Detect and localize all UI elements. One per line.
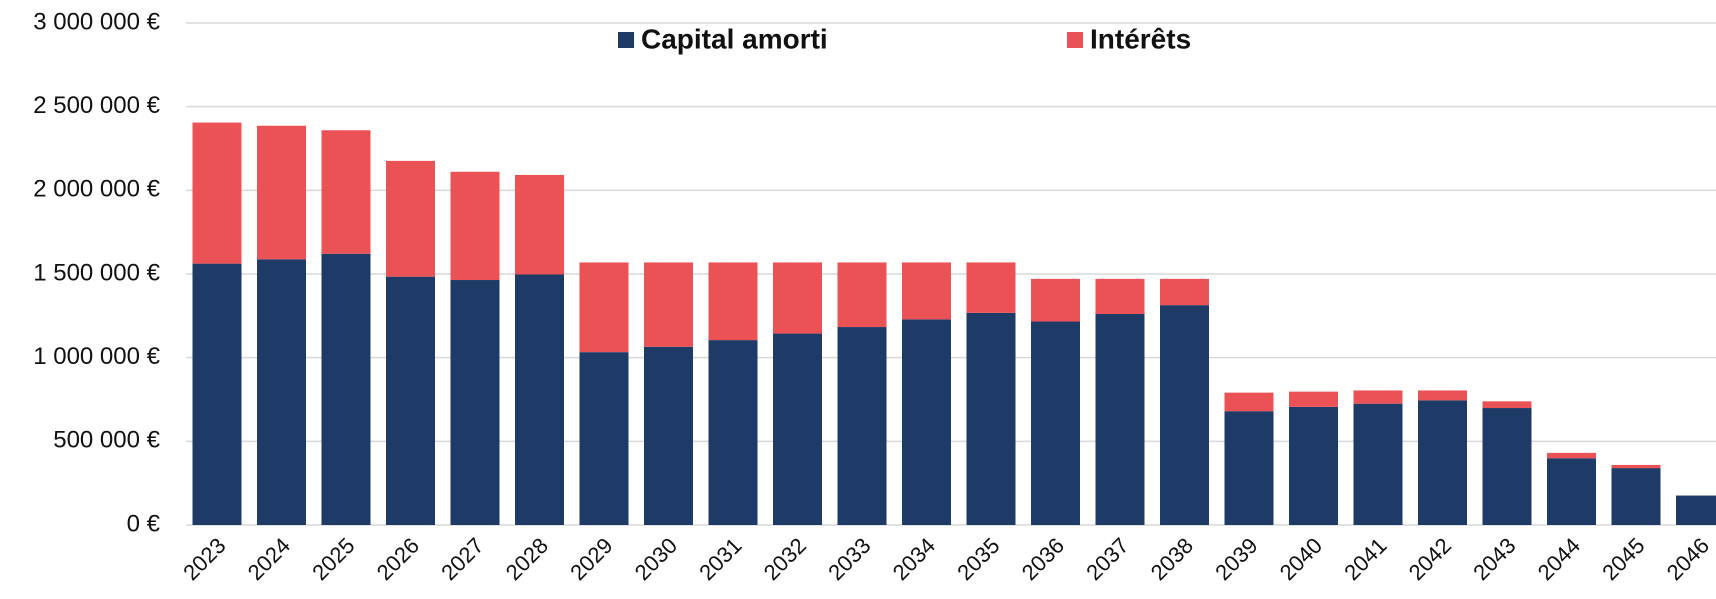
bar-segment [644,262,693,347]
bar-segment [1353,390,1403,404]
y-tick-label: 2 000 000 € [33,176,160,203]
bar-segment [966,312,1016,525]
bar-segment [579,262,629,353]
bar-segment [1418,400,1467,525]
legend-label: Capital amorti [641,23,828,54]
x-tick-label: 2044 [1533,533,1585,585]
x-tick-label: 2036 [1017,533,1069,585]
x-tick-label: 2040 [1275,533,1327,585]
bar-segment [515,274,564,525]
bar-segment [1289,406,1338,525]
x-tick-label: 2031 [694,533,746,585]
bar-segment [966,262,1016,313]
bar-segment [386,160,435,277]
bar-segment [1611,468,1661,525]
bar-segment [1611,464,1661,469]
x-tick-label: 2042 [1404,533,1456,585]
bar-segment [1482,401,1532,409]
bar-segment [1095,278,1145,314]
x-tick-label: 2033 [823,533,875,585]
bar-segment [1224,411,1274,525]
bar-segment [257,259,306,525]
legend-label: Intérêts [1090,23,1191,54]
x-tick-label: 2039 [1210,533,1262,585]
y-tick-label: 1 000 000 € [33,343,160,370]
bar-segment [1160,278,1209,306]
bar-segment [192,263,242,525]
bar-segment [1482,408,1532,525]
bar-segment [1676,495,1716,525]
x-tick-label: 2041 [1339,533,1391,585]
x-tick-label: 2023 [178,533,230,585]
bar-segment [1224,392,1274,412]
x-tick-label: 2028 [501,533,553,585]
bar-segment [1418,390,1467,401]
bar-segment [773,333,822,525]
y-tick-label: 3 000 000 € [33,8,160,35]
bar-segment [579,352,629,525]
bar-segment [644,346,693,525]
bar-segment [1289,391,1338,407]
bar-segment [708,262,758,341]
x-tick-label: 2030 [630,533,682,585]
x-tick-label: 2046 [1662,533,1714,585]
bar-segment [321,253,371,525]
legend-swatch [1067,32,1083,48]
y-tick-label: 1 500 000 € [33,259,160,286]
bar-segment [257,125,306,260]
bar-segment [1095,313,1145,525]
bar-segment [515,174,564,275]
bar-segment [450,280,500,525]
y-tick-label: 500 000 € [53,427,160,454]
bar-segment [386,276,435,525]
bar-segment [192,122,242,264]
bar-segment [708,340,758,525]
bar-segment [773,262,822,334]
bar-segment [1547,458,1596,525]
bar-segment [450,171,500,281]
x-tick-label: 2024 [243,533,295,585]
x-tick-label: 2037 [1081,533,1133,585]
x-tick-label: 2029 [565,533,617,585]
x-tick-label: 2045 [1597,533,1649,585]
y-tick-label: 2 500 000 € [33,92,160,119]
x-tick-label: 2043 [1468,533,1520,585]
bar-segment [837,262,887,328]
x-tick-label: 2035 [952,533,1004,585]
x-tick-label: 2034 [888,533,940,585]
bar-segment [1031,278,1080,322]
legend-swatch [618,32,634,48]
bar-segment [902,319,951,525]
x-tick-label: 2026 [372,533,424,585]
y-tick-label: 0 € [127,510,161,537]
bar-segment [902,262,951,320]
bar-segment [1353,403,1403,525]
bar-segment [837,327,887,525]
x-tick-label: 2027 [436,533,488,585]
bar-segment [321,130,371,254]
x-tick-label: 2025 [307,533,359,585]
bar-segment [1031,321,1080,525]
x-tick-label: 2038 [1146,533,1198,585]
bar-segment [1547,452,1596,459]
bar-segment [1160,305,1209,525]
x-tick-label: 2032 [759,533,811,585]
